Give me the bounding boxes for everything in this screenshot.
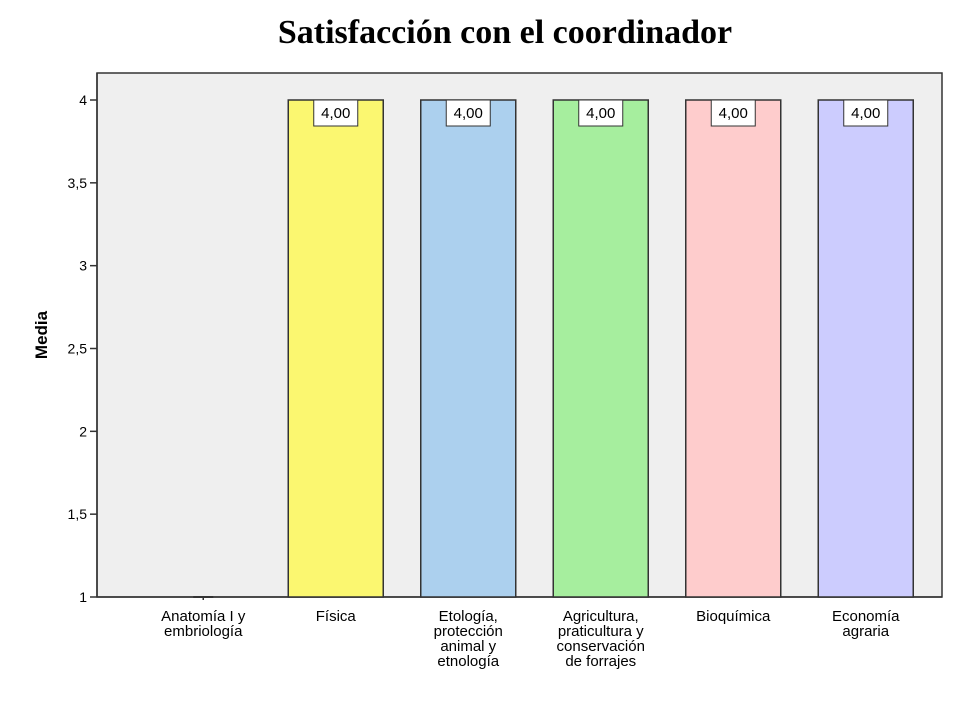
y-axis-ticks: 1 1,5 2 2,5 3 3,5 4 — [68, 92, 97, 605]
y-tick-label: 1 — [79, 589, 87, 605]
bar — [817, 99, 914, 598]
data-label: 4,00 — [586, 105, 615, 122]
data-label: 4,00 — [719, 105, 748, 122]
x-axis-labels: Anatomía I y embriología Física Etología, pr… — [161, 608, 900, 670]
x-tick-label: Bioquímica — [696, 608, 771, 625]
data-label-box — [578, 99, 624, 127]
y-tick-label: 1,5 — [68, 506, 88, 522]
y-axis-label: Media — [32, 310, 51, 359]
y-tick-label: 2 — [79, 423, 87, 439]
y-tick-label: 3,5 — [68, 175, 88, 191]
bar — [552, 99, 649, 598]
y-tick-label: 3 — [79, 258, 87, 274]
chart-title: Satisfacción con el coordinador — [277, 14, 733, 51]
data-label: 4,00 — [454, 105, 483, 122]
plot-area — [96, 72, 943, 598]
data-label-box — [710, 99, 756, 127]
bars — [193, 99, 914, 600]
bar — [287, 99, 384, 598]
x-tick-label: Física — [316, 608, 357, 625]
data-label-box — [445, 99, 491, 127]
bar — [685, 99, 782, 598]
data-label: 4,00 — [321, 105, 350, 122]
y-tick-label: 2,5 — [68, 341, 88, 357]
x-tick-label: Etología, protección animal y etnología — [434, 608, 503, 670]
data-label: 4,00 — [851, 105, 880, 122]
y-tick-label: 4 — [79, 92, 87, 108]
x-tick-label: Agricultura, praticultura y conservación de… — [557, 608, 645, 670]
x-tick-label: Economía agraria — [832, 608, 900, 640]
data-label-box — [313, 99, 359, 127]
data-label-box — [843, 99, 889, 127]
bar — [420, 99, 517, 598]
x-tick-label: Anatomía I y embriología — [161, 608, 246, 640]
data-labels: 4,00 4,00 4,00 4,00 4,00 — [313, 99, 889, 127]
